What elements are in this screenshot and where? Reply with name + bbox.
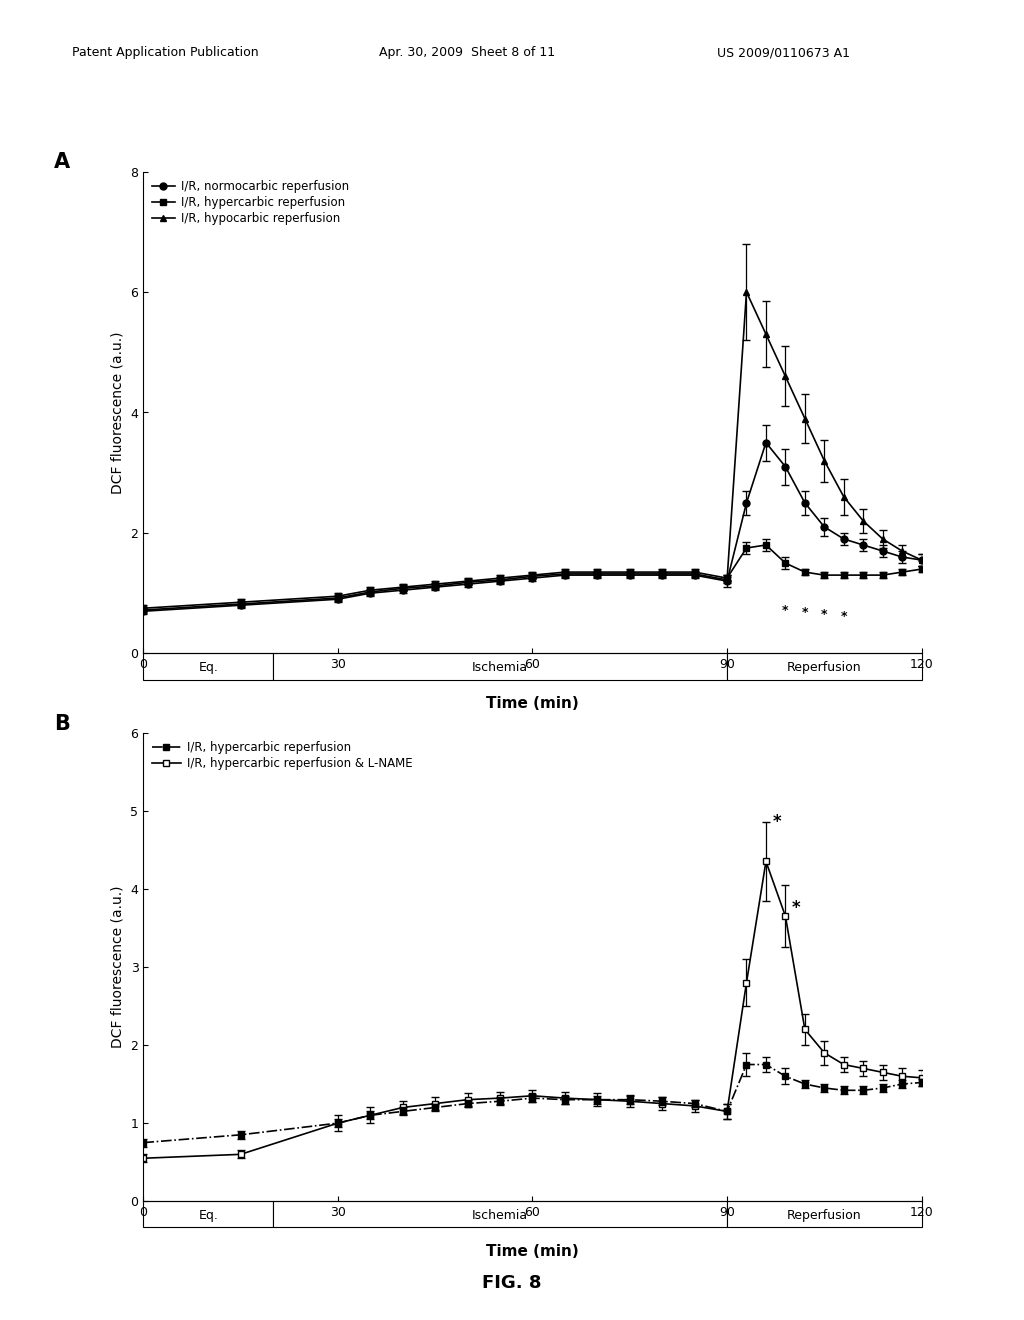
Text: Ischemia: Ischemia: [472, 1209, 528, 1222]
Bar: [143, 1201, 273, 1228]
Text: *: *: [792, 899, 801, 917]
Text: Reperfusion: Reperfusion: [787, 661, 861, 675]
Text: Patent Application Publication: Patent Application Publication: [72, 46, 258, 59]
Text: Ischemia: Ischemia: [472, 661, 528, 675]
Text: *: *: [802, 606, 808, 619]
Text: *: *: [841, 610, 847, 623]
Text: Reperfusion: Reperfusion: [787, 1209, 861, 1222]
Y-axis label: DCF fluorescence (a.u.): DCF fluorescence (a.u.): [111, 331, 125, 494]
Text: Apr. 30, 2009  Sheet 8 of 11: Apr. 30, 2009 Sheet 8 of 11: [379, 46, 555, 59]
X-axis label: Time (min): Time (min): [486, 696, 579, 711]
Text: Eq.: Eq.: [199, 661, 218, 675]
Text: *: *: [821, 607, 827, 620]
Bar: [273, 653, 727, 680]
Text: B: B: [54, 714, 70, 734]
Y-axis label: DCF fluorescence (a.u.): DCF fluorescence (a.u.): [111, 886, 125, 1048]
X-axis label: Time (min): Time (min): [486, 1243, 579, 1259]
Text: FIG. 8: FIG. 8: [482, 1274, 542, 1292]
Text: US 2009/0110673 A1: US 2009/0110673 A1: [717, 46, 850, 59]
Bar: [727, 1201, 922, 1228]
Bar: [143, 653, 273, 680]
Text: *: *: [782, 603, 788, 616]
Text: A: A: [54, 152, 70, 173]
Bar: [273, 1201, 727, 1228]
Text: *: *: [772, 813, 781, 832]
Legend: I/R, hypercarbic reperfusion, I/R, hypercarbic reperfusion & L-NAME: I/R, hypercarbic reperfusion, I/R, hyper…: [150, 738, 415, 772]
Legend: I/R, normocarbic reperfusion, I/R, hypercarbic reperfusion, I/R, hypocarbic repe: I/R, normocarbic reperfusion, I/R, hyper…: [150, 177, 351, 227]
Bar: [727, 653, 922, 680]
Text: Eq.: Eq.: [199, 1209, 218, 1222]
